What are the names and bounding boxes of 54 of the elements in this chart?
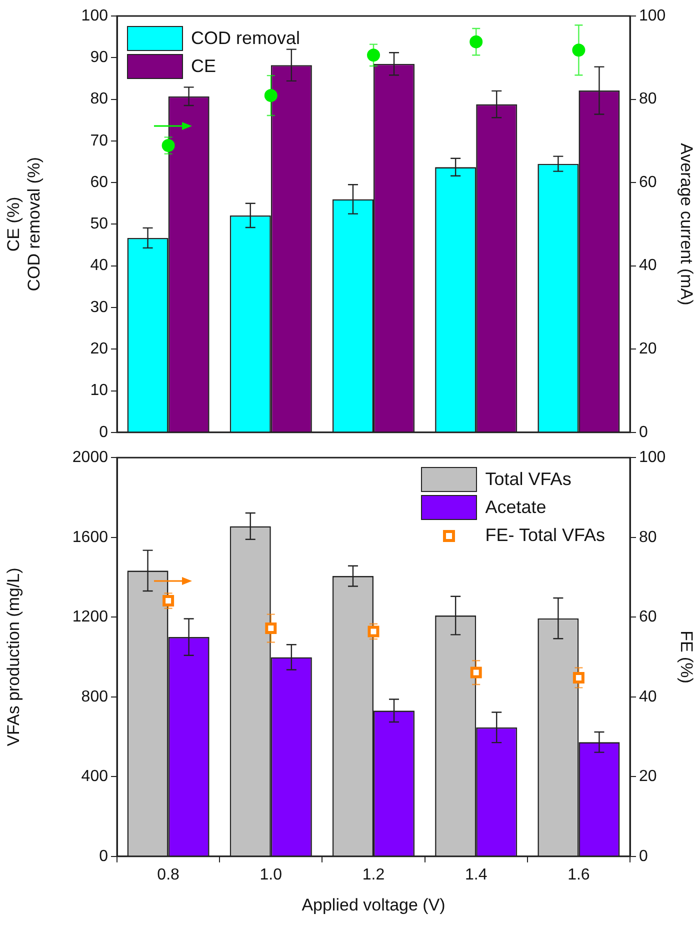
y-tick-label: 0 (99, 424, 108, 441)
legend-label: CE (191, 56, 216, 76)
y2-axis-title: FE (%) (677, 630, 696, 684)
y2-tick-label: 20 (639, 340, 657, 358)
y-tick-label: 1600 (72, 528, 108, 546)
x-tick-label: 1.4 (464, 866, 488, 884)
y-tick-label: 800 (81, 688, 108, 706)
x-tick-label: 1.6 (568, 866, 590, 884)
y2-axis-title: Average current (mA) (677, 143, 696, 306)
legend-label: Total VFAs (485, 469, 572, 490)
y-tick-label: 70 (90, 132, 108, 150)
y-axis-title: VFAs production (mg/L) (4, 568, 23, 746)
legend-label: FE- Total VFAs (485, 525, 605, 546)
point (572, 672, 584, 684)
y2-tick-label: 0 (639, 424, 648, 441)
y-tick-label: 60 (90, 174, 108, 191)
point (162, 595, 174, 607)
y-tick-label: 40 (90, 257, 108, 274)
point (265, 622, 277, 634)
y-axis-title: CE (%) COD removal (%) (4, 157, 44, 292)
point (264, 89, 278, 102)
y2-tick-label: 20 (639, 768, 657, 786)
legend-label: COD removal (191, 28, 300, 48)
y2-tick-label: 80 (639, 528, 657, 546)
y2-tick-label: 60 (639, 608, 657, 626)
x-tick-label: 1.2 (362, 866, 385, 884)
point (470, 35, 483, 48)
y2-tick-label: 80 (639, 90, 657, 108)
y-tick-label: 2000 (72, 449, 108, 466)
y-tick-label: 50 (90, 216, 108, 233)
y-tick-label: 30 (90, 298, 108, 316)
y-tick-label: 400 (81, 768, 108, 786)
x-tick-label: 0.8 (157, 866, 180, 884)
y2-tick-label: 60 (639, 174, 657, 191)
y-tick-label: 0 (99, 848, 108, 865)
x-axis-title: Applied voltage (V) (302, 895, 446, 914)
point (368, 626, 380, 638)
y2-tick-label: 100 (639, 7, 666, 24)
y-tick-label: 20 (90, 340, 108, 358)
y-tick-label: 10 (90, 382, 108, 400)
y2-tick-label: 100 (639, 449, 666, 466)
y2-tick-label: 0 (639, 848, 648, 865)
y-tick-label: 90 (90, 49, 108, 66)
point (367, 48, 380, 62)
y-tick-label: 1200 (72, 608, 108, 626)
x-tick-label: 1.0 (260, 866, 282, 884)
y-tick-label: 80 (90, 90, 108, 108)
y-tick-label: 100 (81, 7, 108, 24)
y2-tick-label: 40 (639, 257, 657, 274)
y2-tick-label: 40 (639, 688, 657, 706)
point (470, 666, 482, 678)
legend-label: Acetate (485, 497, 546, 518)
point (162, 139, 175, 152)
point (572, 44, 586, 57)
